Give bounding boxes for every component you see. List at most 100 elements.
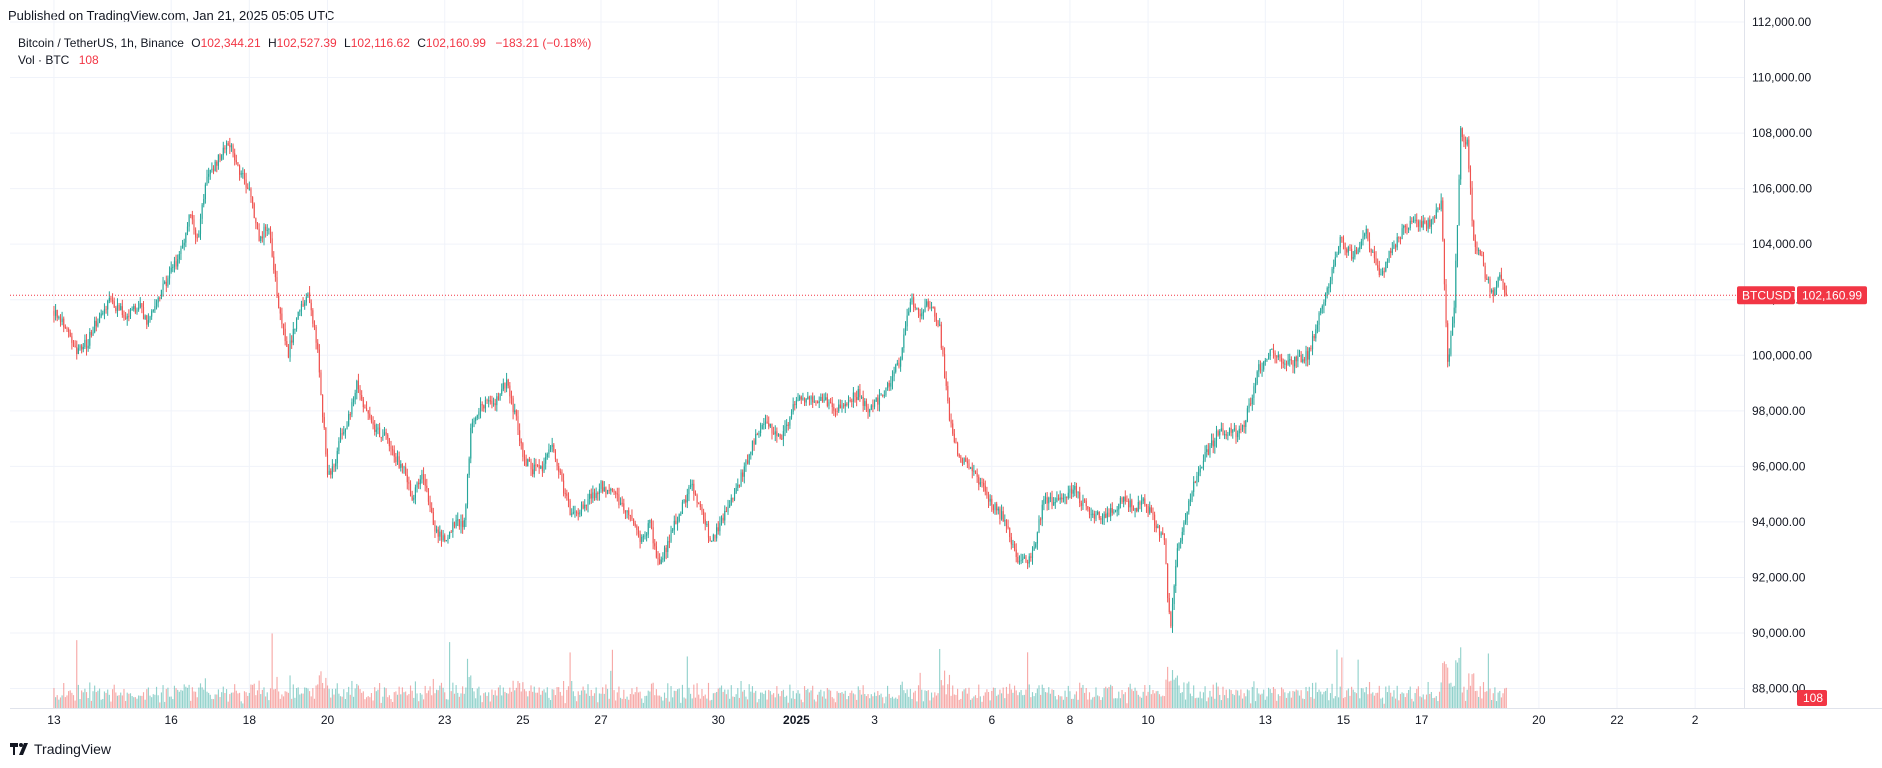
volume-bar	[932, 697, 934, 708]
candle-body	[1378, 267, 1380, 275]
volume-bar	[847, 696, 850, 708]
candle-body	[64, 327, 66, 329]
candle-body	[852, 392, 854, 402]
candle-body	[1098, 511, 1100, 519]
candle-body	[243, 173, 246, 180]
candle-body	[943, 353, 946, 379]
candle-body	[611, 488, 613, 491]
candle-body	[558, 466, 560, 472]
candle-body	[1238, 428, 1240, 434]
candle-body	[240, 173, 242, 175]
candle-body	[996, 503, 998, 511]
candle-body	[735, 487, 737, 493]
candle-body	[825, 397, 827, 400]
candle-body	[577, 513, 579, 515]
candle-body	[1154, 514, 1156, 526]
candle-body	[1171, 604, 1174, 627]
candle-body	[465, 504, 467, 521]
volume-bar	[1180, 693, 1182, 708]
volume-bars	[53, 633, 1507, 708]
volume-bar	[781, 691, 783, 708]
volume-bar	[471, 687, 473, 708]
volume-bar	[1194, 698, 1196, 708]
candle-body	[141, 303, 143, 308]
volume-bar	[909, 688, 911, 708]
candle-body	[77, 348, 79, 355]
candle-body	[984, 485, 986, 492]
volume-bar	[361, 692, 363, 708]
candle-body	[846, 403, 848, 406]
volume-bar	[810, 690, 812, 708]
candle-body	[1178, 542, 1180, 549]
candle-body	[74, 345, 76, 348]
volume-bar	[1100, 699, 1102, 708]
candle-body	[1074, 485, 1076, 490]
tradingview-brand[interactable]: TradingView	[10, 741, 111, 757]
volume-bar	[396, 694, 399, 708]
volume-bar	[856, 699, 858, 708]
volume-bar	[725, 694, 727, 708]
volume-bar	[1031, 692, 1034, 708]
candle-body	[691, 483, 693, 486]
candle-body	[854, 392, 856, 398]
candle-body	[255, 218, 257, 224]
volume-bar	[825, 698, 827, 708]
candle-body	[501, 389, 503, 394]
candle-body	[66, 328, 68, 330]
candle-body	[545, 457, 547, 464]
candle-body	[1175, 566, 1177, 586]
volume-bar	[1279, 696, 1281, 708]
candle-body	[1230, 427, 1232, 433]
candle-body	[1194, 481, 1196, 483]
candle-body	[659, 559, 661, 564]
volume-bar	[475, 698, 477, 708]
candle-body	[1233, 428, 1235, 430]
candle-body	[965, 458, 967, 462]
volume-bar	[392, 701, 394, 708]
volume-bar	[1230, 690, 1232, 708]
candle-body	[662, 558, 664, 560]
candle-body	[870, 405, 872, 410]
candle-body	[196, 237, 198, 239]
candle-body	[90, 332, 92, 336]
volume-bar	[1398, 700, 1400, 708]
candle-body	[103, 309, 106, 314]
candle-body	[663, 547, 666, 559]
volume-bar	[1036, 688, 1038, 708]
volume-bar	[489, 701, 491, 708]
volume-bar	[1282, 689, 1284, 708]
volume-bar	[1150, 694, 1152, 708]
candle-body	[100, 313, 102, 317]
volume-bar	[536, 692, 539, 708]
candle-body	[422, 474, 425, 480]
candle-body	[333, 466, 335, 468]
volume-bar	[1372, 692, 1374, 708]
volume-bar	[624, 698, 627, 708]
candle-body	[1463, 136, 1465, 143]
candle-body	[895, 364, 897, 372]
volume-bar	[693, 684, 695, 708]
volume-bar	[597, 702, 599, 708]
volume-bar	[346, 692, 348, 708]
candle-body	[1329, 280, 1332, 288]
candle-body	[1134, 508, 1136, 511]
candle-body	[794, 404, 796, 406]
volume-value: 108	[78, 53, 99, 67]
volume-bar	[849, 692, 851, 708]
candle-body	[1484, 265, 1486, 279]
candle-body	[1398, 237, 1400, 239]
candle-body	[400, 464, 402, 468]
volume-bar	[703, 696, 705, 708]
volume-bar	[1106, 688, 1108, 708]
candle-body	[748, 454, 750, 464]
volume-bar	[134, 697, 136, 708]
volume-bar	[375, 691, 377, 708]
candle-body	[1066, 496, 1068, 498]
candle-body	[1424, 220, 1426, 224]
candle-body	[364, 407, 366, 409]
candle-body	[348, 414, 350, 426]
candle-body	[1481, 254, 1483, 256]
candle-body	[304, 302, 306, 306]
volume-bar	[961, 691, 964, 708]
